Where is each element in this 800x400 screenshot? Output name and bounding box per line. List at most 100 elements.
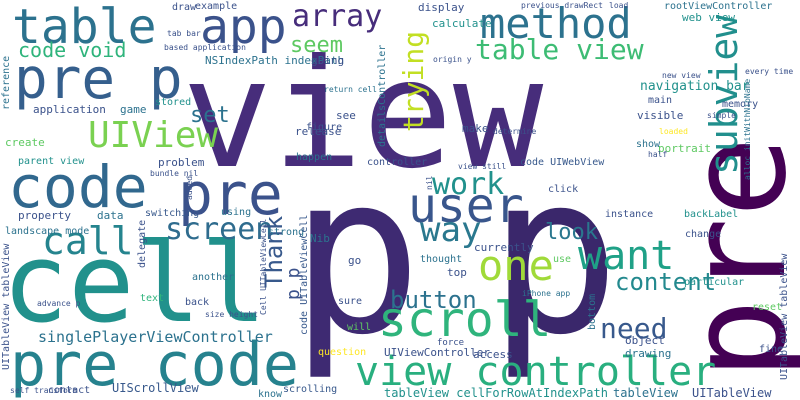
word-nib: Nib	[310, 232, 330, 245]
word-release: release	[295, 125, 342, 138]
word-bundle-nil: bundle nil	[150, 169, 199, 178]
word-table: table	[12, 0, 157, 55]
word-parent-view: parent view	[18, 156, 85, 167]
word-application: application	[33, 103, 106, 116]
word-new-view: new view	[662, 71, 701, 80]
word-calculate: calculate	[432, 17, 492, 30]
word-contact: contact	[48, 385, 91, 396]
word-object: object	[625, 334, 665, 347]
word-fine: fine	[759, 344, 784, 355]
word-view-still: view still	[458, 162, 507, 171]
word-app: app	[200, 0, 287, 55]
word-look: look	[545, 220, 598, 245]
word-singleplayerviewcontroller: singlePlayerViewController	[38, 328, 273, 346]
word-switching: switching	[145, 208, 200, 219]
word-top: top	[447, 266, 467, 279]
word-tableview: tableView	[613, 386, 679, 400]
word-make: make	[462, 122, 489, 135]
word-advance-p: advance p	[37, 299, 81, 308]
word-navigation-bar: navigation bar	[640, 79, 750, 94]
word-create: create	[5, 136, 45, 149]
word-pre-code: pre code	[10, 330, 299, 400]
word-strong: strong	[268, 227, 305, 238]
word-uiviewcontroller: UIViewController	[384, 346, 490, 359]
word-uitableview-tableview-left: UITableView tableView	[1, 243, 12, 370]
word-user: user	[408, 178, 524, 234]
word-thought: thought	[420, 254, 463, 265]
word-reset: reset	[752, 302, 783, 313]
word-memory: memory	[722, 99, 759, 110]
word-another: another	[192, 272, 235, 283]
word-drawing: drawing	[625, 347, 672, 360]
word-back: back	[185, 297, 210, 308]
word-origin-y: origin y	[433, 55, 472, 64]
word-pre: pre	[178, 160, 283, 228]
word-data: data	[97, 209, 124, 222]
word-view: view	[182, 28, 544, 202]
word-p-1: p	[290, 127, 423, 383]
word-trying: trying	[397, 30, 430, 132]
word-uitableview-tableview-vertical: UITableView tableView	[779, 253, 790, 380]
word-landscape-mode: landscape mode	[5, 226, 90, 237]
word-portrait: portrait	[658, 142, 711, 155]
word-previous-drawrect: previous drawRect	[521, 1, 603, 10]
word-determine: determine	[493, 127, 537, 136]
word-half: half	[648, 150, 668, 159]
word-iphone-app: iPhone app	[522, 289, 571, 298]
word-display: display	[418, 1, 465, 14]
word-p-2: p	[488, 127, 621, 383]
word-button: button	[390, 286, 477, 314]
word-call: call	[42, 219, 134, 263]
word-return-cell: return cell	[324, 85, 377, 94]
word-need: need	[600, 312, 668, 345]
word-load: load	[609, 1, 629, 10]
word-set: set	[190, 103, 230, 128]
word-change: change	[685, 229, 722, 240]
word-draw: draw	[172, 2, 197, 13]
word-nsindexpath: NSIndexPath indexPath	[205, 54, 345, 67]
word-table-view: table view	[475, 33, 644, 66]
word-view-controller: view controller	[355, 349, 717, 395]
word-will: will	[347, 322, 372, 333]
word-based-application: based application	[164, 43, 246, 52]
word-UIView: UIView	[88, 115, 219, 156]
word-web-view: web view	[682, 11, 735, 24]
word-p-p: p p	[283, 267, 304, 300]
word-alloc-initwithnibname: alloc initWithNibName	[743, 78, 752, 180]
word-self-transform: self transform	[10, 386, 78, 395]
word-know: know	[258, 389, 283, 400]
word-code: code	[8, 153, 148, 221]
word-force: force	[437, 338, 465, 348]
word-reference: reference	[1, 55, 12, 110]
word-nil: nil	[425, 175, 434, 190]
word-question: question	[318, 347, 367, 358]
word-simple: simple	[707, 111, 736, 120]
word-stored: stored	[155, 97, 192, 108]
word-problem: problem	[158, 156, 205, 169]
word-text: text	[140, 293, 165, 304]
word-show: show	[636, 139, 661, 150]
word-instance: instance	[605, 209, 654, 220]
word-method: method	[480, 0, 632, 48]
word-particular: particular	[684, 277, 745, 288]
word-cell-uitableviewcell: Cell UITableViewCell	[259, 218, 268, 315]
word-cell: cell	[2, 219, 267, 347]
word-sure: sure	[338, 296, 363, 307]
word-uitableview: UITableView	[692, 386, 772, 400]
word-want: want	[578, 233, 675, 279]
word-controller: controller	[367, 157, 428, 168]
word-currently: currently	[474, 241, 534, 254]
word-detailscontroller: detailsController	[377, 44, 388, 147]
word-using: using	[221, 207, 252, 218]
word-rootviewcontroller: rootViewController	[664, 1, 773, 12]
word-access: access	[473, 348, 513, 361]
word-added: added	[185, 175, 194, 200]
word-scrolling: scrolling	[283, 384, 338, 395]
word-seem: seem	[290, 33, 343, 58]
word-loaded: loaded	[659, 127, 688, 136]
word-tableview-cellforrow: tableView cellForRowAtIndexPath	[384, 386, 608, 400]
word-visible: visible	[637, 109, 684, 122]
word-click: click	[548, 184, 579, 195]
word-property: property	[18, 209, 71, 222]
